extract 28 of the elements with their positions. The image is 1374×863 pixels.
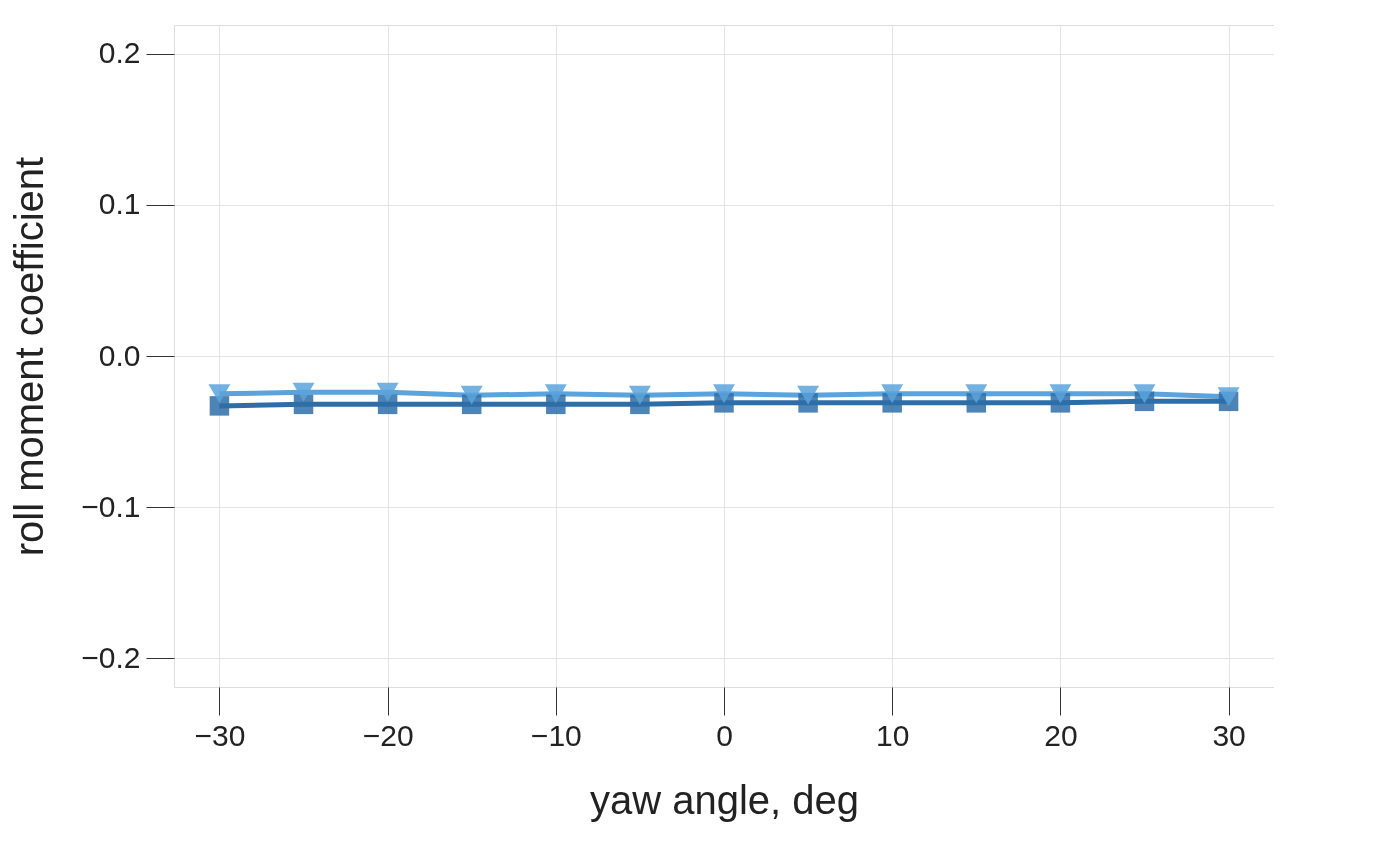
point (628, 385, 651, 405)
x-axis-title: yaw angle, deg (589, 777, 860, 822)
x-tick-label: −20 (362, 718, 414, 752)
y-tick-label: −0.1 (81, 489, 141, 523)
x-tick-label: −30 (194, 718, 246, 752)
point (544, 384, 567, 404)
point (797, 385, 820, 405)
point (881, 384, 904, 404)
x-tick-label: 0 (716, 718, 733, 752)
point (713, 384, 735, 404)
point (1133, 384, 1156, 404)
point (292, 382, 315, 402)
point (460, 385, 483, 405)
point (376, 382, 399, 402)
x-tick-label: −10 (530, 718, 582, 752)
point (965, 384, 988, 404)
point (1049, 384, 1072, 404)
x-tick-label: 10 (876, 718, 910, 752)
point (208, 384, 231, 404)
point (209, 396, 230, 416)
x-tick-label: 20 (1044, 718, 1078, 752)
y-tick-label: 0.2 (98, 36, 141, 70)
y-tick-label: 0.0 (98, 338, 141, 372)
x-tick-label: 30 (1212, 718, 1246, 752)
y-axis-title: roll moment coefficient (7, 156, 52, 557)
y-tick-label: −0.2 (81, 640, 141, 674)
y-tick-label: 0.1 (98, 187, 141, 221)
point (1217, 387, 1240, 407)
